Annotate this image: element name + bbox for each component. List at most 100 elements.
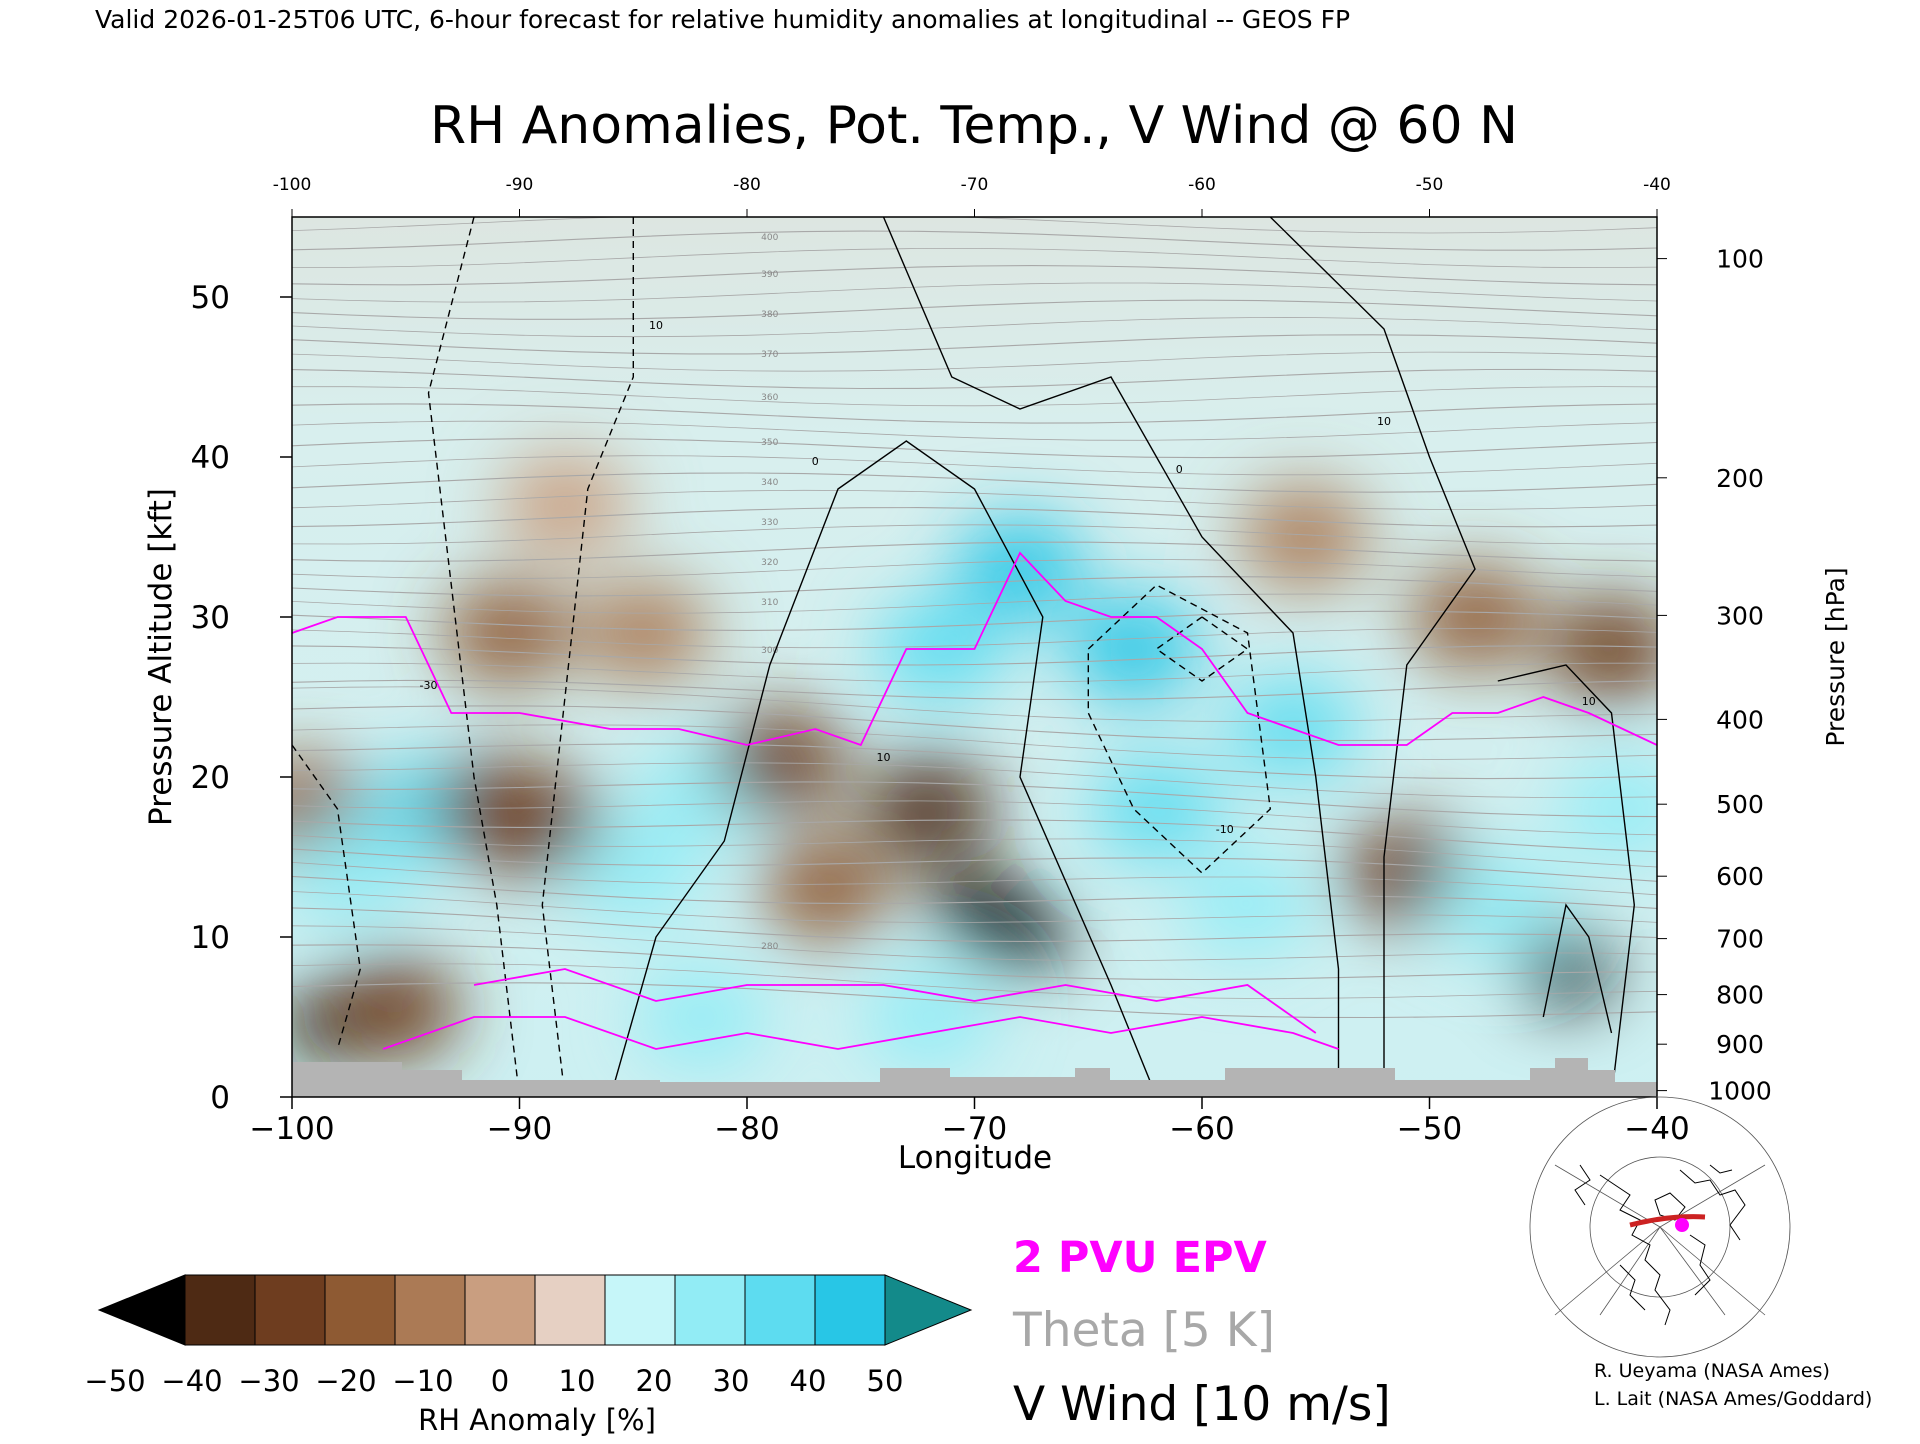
colorbar-tick-label: 0 bbox=[491, 1364, 509, 1398]
location-marker bbox=[1675, 1218, 1689, 1232]
x-top-tick-label: -40 bbox=[1643, 175, 1671, 195]
epv-contour bbox=[382, 1016, 1339, 1050]
theta-contour bbox=[292, 800, 1657, 836]
v-wind-contour bbox=[1087, 584, 1272, 874]
rh-anomaly-blob bbox=[955, 517, 1085, 621]
theta-label: 380 bbox=[761, 310, 778, 320]
colorbar-tick-label: 30 bbox=[713, 1364, 750, 1398]
plot-area: 280300310320330340350360370380390400410 … bbox=[291, 206, 1658, 1098]
x-top-tick-label: -90 bbox=[506, 175, 534, 195]
x-top-tick-label: -60 bbox=[1188, 175, 1216, 195]
colorbar: −50 −40 −30 −20 −10 0 10 20 30 40 50 bbox=[84, 1274, 973, 1398]
x-top-tick-label: -80 bbox=[733, 175, 761, 195]
rh-anomaly-blob bbox=[500, 453, 630, 557]
rh-anomaly-blob bbox=[443, 581, 574, 685]
colorbar-tick-label: 50 bbox=[867, 1364, 904, 1398]
theta-contour bbox=[292, 963, 1657, 999]
rh-anomaly-blob bbox=[1521, 933, 1611, 1005]
theta-contour bbox=[292, 558, 1657, 579]
colorbar-segment bbox=[394, 1274, 466, 1346]
inset-map bbox=[1529, 1096, 1791, 1358]
theta-label: 390 bbox=[761, 270, 778, 280]
v-wind-label: 10 bbox=[1582, 695, 1596, 708]
v-wind-label: 10 bbox=[877, 751, 891, 764]
x-top-tick-label: -70 bbox=[961, 175, 989, 195]
x-tick-label: −100 bbox=[249, 1111, 334, 1147]
theta-contour bbox=[292, 420, 1657, 441]
theta-label: 350 bbox=[761, 438, 778, 448]
rh-anomaly-blob bbox=[1182, 853, 1313, 957]
rh-anomaly-blob bbox=[1239, 485, 1370, 589]
theta-label: 370 bbox=[761, 350, 778, 360]
v-wind-contour bbox=[882, 217, 1340, 1097]
y-tick-label: 30 bbox=[191, 600, 230, 636]
v-wind-contour bbox=[427, 217, 521, 1097]
colorbar-tick-label: −50 bbox=[84, 1364, 145, 1398]
colorbar-under-arrow bbox=[97, 1274, 186, 1346]
theta-contour bbox=[292, 247, 1657, 269]
x-tick-label: −40 bbox=[1624, 1111, 1689, 1147]
theta-contour bbox=[292, 334, 1657, 355]
y-tick-label: 10 bbox=[191, 920, 230, 956]
colorbar-segment bbox=[184, 1274, 256, 1346]
x-tick-label: −70 bbox=[942, 1111, 1007, 1147]
x-axis: −100 −90 −80 −70 −60 −50 −40 bbox=[249, 1097, 1690, 1147]
theta-label: 300 bbox=[761, 646, 778, 656]
theta-contour bbox=[292, 819, 1657, 853]
x-top-tick-label: -100 bbox=[273, 175, 312, 195]
v-wind-label: 10 bbox=[649, 319, 663, 332]
theta-contour bbox=[292, 524, 1657, 545]
theta-label: 280 bbox=[761, 942, 778, 952]
colorbar-segment bbox=[324, 1274, 396, 1346]
x-tick-label: −60 bbox=[1169, 1111, 1234, 1147]
theta-contour bbox=[292, 610, 1657, 631]
theta-contour bbox=[292, 891, 1657, 923]
epv-contour bbox=[473, 968, 1317, 1034]
pressure-tick-label: 300 bbox=[1716, 601, 1764, 630]
v-wind-label: -30 bbox=[420, 679, 438, 692]
theta-contour bbox=[292, 576, 1657, 597]
theta-label: 320 bbox=[761, 558, 778, 568]
theta-contour bbox=[292, 317, 1657, 338]
pressure-tick-label: 900 bbox=[1716, 1030, 1764, 1059]
theta-contour bbox=[292, 489, 1657, 510]
legend-vwind: V Wind [10 m/s] bbox=[1013, 1377, 1391, 1432]
colorbar-segment bbox=[464, 1274, 536, 1346]
theta-contour bbox=[292, 230, 1657, 251]
theta-contour bbox=[292, 762, 1657, 798]
y2-axis-label: Pressure [hPa] bbox=[1821, 567, 1850, 746]
v-wind-contour bbox=[1542, 903, 1613, 1034]
theta-contour bbox=[292, 541, 1657, 562]
theta-contour bbox=[292, 265, 1657, 286]
rh-anomaly-blob bbox=[1546, 597, 1657, 701]
theta-contour bbox=[292, 455, 1657, 476]
pressure-tick-label: 800 bbox=[1716, 981, 1764, 1010]
v-wind-contour bbox=[541, 217, 634, 1097]
x-axis-top: -100 -90 -80 -70 -60 -50 -40 bbox=[273, 175, 1671, 217]
x-top-tick-label: -50 bbox=[1416, 175, 1444, 195]
rh-anomaly-blob bbox=[864, 965, 994, 1069]
legend-theta: Theta [5 K] bbox=[1012, 1303, 1275, 1358]
theta-contours: 280 300 310 320 330 340 350 360 370 380 390 400 410 bbox=[292, 206, 1657, 1019]
rh-anomaly-blob bbox=[761, 837, 892, 941]
v-wind-contour bbox=[1497, 664, 1636, 1097]
theta-label: 410 bbox=[761, 206, 778, 216]
theta-contour bbox=[292, 848, 1657, 882]
colorbar-tick-label: −30 bbox=[238, 1364, 299, 1398]
rh-anomaly-blob bbox=[579, 581, 710, 685]
theta-contour bbox=[292, 781, 1657, 818]
theta-contour bbox=[292, 282, 1657, 303]
theta-label: 340 bbox=[761, 478, 778, 488]
rh-anomaly-field bbox=[292, 453, 1657, 1069]
colorbar-segment bbox=[604, 1274, 676, 1346]
y-tick-label: 0 bbox=[210, 1080, 230, 1116]
rh-anomaly-blob bbox=[1410, 565, 1540, 669]
colorbar-segment bbox=[674, 1274, 746, 1346]
theta-label: 400 bbox=[761, 233, 778, 243]
y-tick-label: 40 bbox=[191, 440, 230, 476]
v-wind-contour bbox=[292, 744, 362, 1050]
rh-anomaly-blob bbox=[716, 709, 847, 813]
rh-anomaly-blob bbox=[975, 901, 1065, 973]
theta-contour bbox=[292, 743, 1657, 780]
x-axis-label: Longitude bbox=[898, 1140, 1052, 1176]
